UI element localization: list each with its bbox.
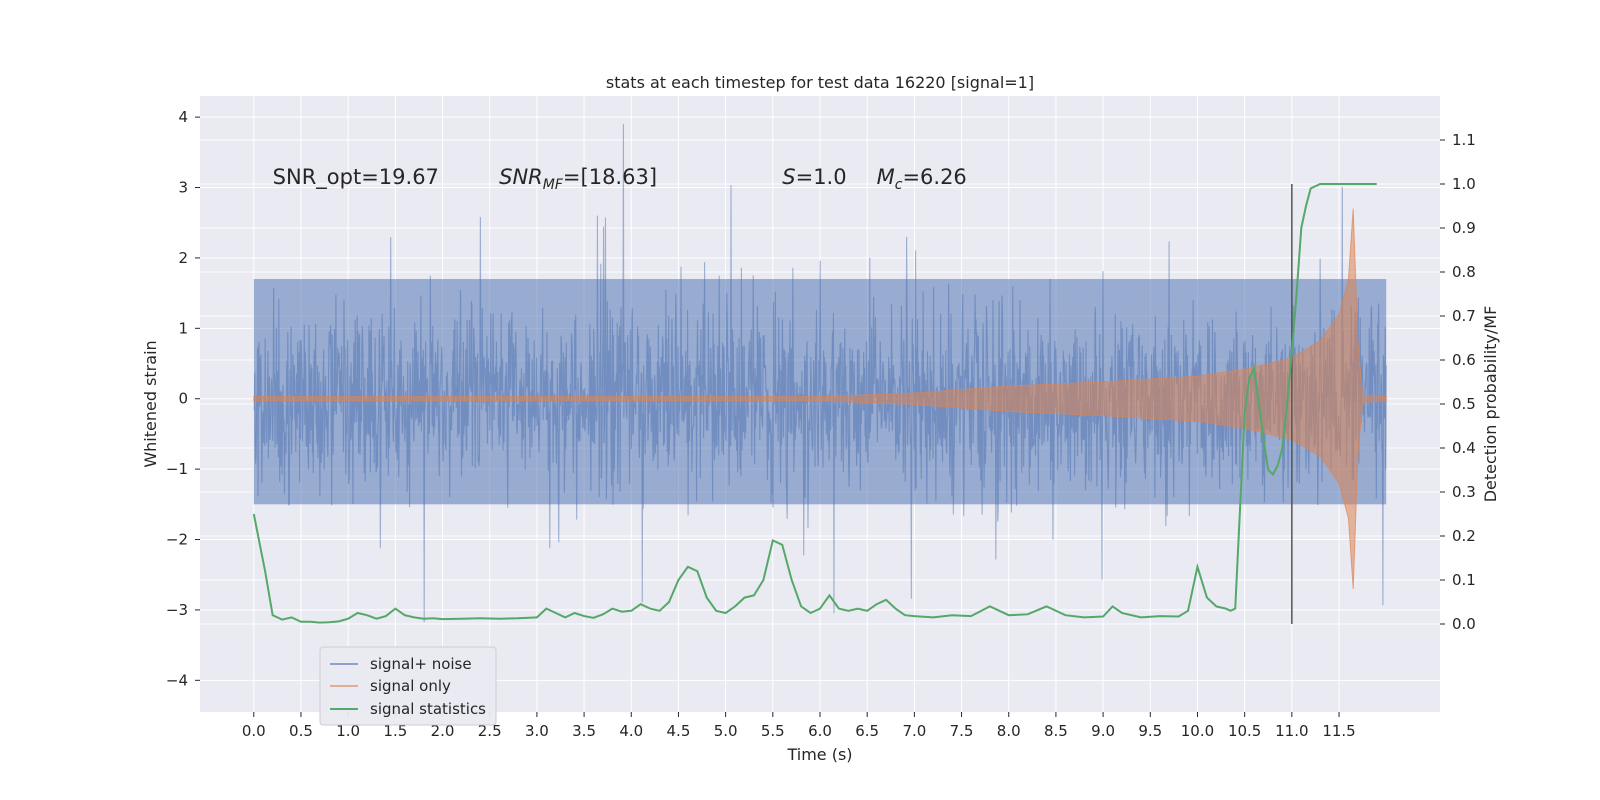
y-right-tick-label: 0.6 [1452, 351, 1476, 369]
chart-title: stats at each timestep for test data 162… [606, 73, 1034, 92]
signal-only-envelope [253, 208, 1387, 589]
x-tick-label: 8.0 [997, 722, 1021, 740]
y-tick-label: 1 [178, 319, 188, 337]
legend-box [319, 646, 497, 726]
x-tick-label: 9.5 [1138, 722, 1162, 740]
x-tick-label: 11.0 [1275, 722, 1308, 740]
y-tick-label: −3 [166, 601, 188, 619]
x-tick-label: 0.0 [242, 722, 266, 740]
x-tick-label: 11.5 [1322, 722, 1355, 740]
x-tick-label: 6.0 [808, 722, 832, 740]
tick-labels: 0.0 0.5 1.0 1.5 2.0 2.5 3.0 3.5 4.0 4.5 5.0 5.5 6.0 6… [166, 108, 1476, 740]
y-tick-label: −1 [166, 460, 188, 478]
y-right-tick-label: 0.0 [1452, 615, 1476, 633]
x-tick-label: 0.5 [289, 722, 313, 740]
y-right-tick-label: 0.4 [1452, 439, 1476, 457]
legend-label-signal-noise: signal+ noise [370, 655, 472, 673]
y-right-tick-label: 0.8 [1452, 263, 1476, 281]
legend: signal+ noise signal only signal statist… [319, 646, 497, 726]
x-tick-label: 10.0 [1181, 722, 1214, 740]
y-tick-label: 4 [178, 108, 188, 126]
x-tick-label: 5.5 [761, 722, 785, 740]
x-tick-label: 9.0 [1091, 722, 1115, 740]
y-right-tick-label: 0.9 [1452, 219, 1476, 237]
x-tick-label: 8.5 [1044, 722, 1068, 740]
series-layer [252, 124, 1387, 624]
y-tick-label: −2 [166, 531, 188, 549]
signal-noise-line [253, 124, 1387, 623]
annotation-1: SNRMF=[18.63] [499, 165, 657, 193]
x-tick-label: 3.5 [572, 722, 596, 740]
y-right-tick-label: 1.1 [1452, 131, 1476, 149]
annotations: SNR_opt=19.67 SNRMF=[18.63] S=1.0 Mc=6.26 [273, 165, 967, 193]
annotation-2: S=1.0 [782, 165, 846, 189]
x-tick-label: 6.5 [855, 722, 879, 740]
x-tick-label: 7.0 [902, 722, 926, 740]
y-right-tick-label: 0.5 [1452, 395, 1476, 413]
x-tick-label: 4.0 [619, 722, 643, 740]
x-tick-label: 2.0 [431, 722, 455, 740]
y-right-tick-label: 1.0 [1452, 175, 1476, 193]
x-tick-label: 10.5 [1228, 722, 1261, 740]
y-tick-label: 3 [178, 179, 188, 197]
x-tick-label: 4.5 [667, 722, 691, 740]
x-tick-label: 2.5 [478, 722, 502, 740]
y-right-tick-label: 0.2 [1452, 527, 1476, 545]
x-tick-label: 5.0 [714, 722, 738, 740]
y-tick-label: 0 [178, 390, 188, 408]
annotation-3: Mc=6.26 [877, 165, 967, 193]
x-tick-label: 1.0 [336, 722, 360, 740]
y-right-tick-label: 0.3 [1452, 483, 1476, 501]
x-axis-label: Time (s) [786, 745, 852, 764]
y-axis-label: Whitened strain [141, 340, 160, 467]
signal-statistics-line [252, 183, 1377, 624]
y-tick-label: 2 [178, 249, 188, 267]
legend-label-signal-only: signal only [370, 677, 451, 695]
legend-label-signal-statistics: signal statistics [370, 700, 486, 718]
y-axis-label-right: Detection probability/MF [1481, 306, 1500, 503]
y-tick-label: −4 [166, 671, 188, 689]
x-tick-label: 3.0 [525, 722, 549, 740]
y-right-tick-label: 0.7 [1452, 307, 1476, 325]
y-right-tick-label: 0.1 [1452, 571, 1476, 589]
annotation-0: SNR_opt=19.67 [273, 165, 439, 190]
x-tick-label: 1.5 [383, 722, 407, 740]
x-tick-label: 7.5 [950, 722, 974, 740]
